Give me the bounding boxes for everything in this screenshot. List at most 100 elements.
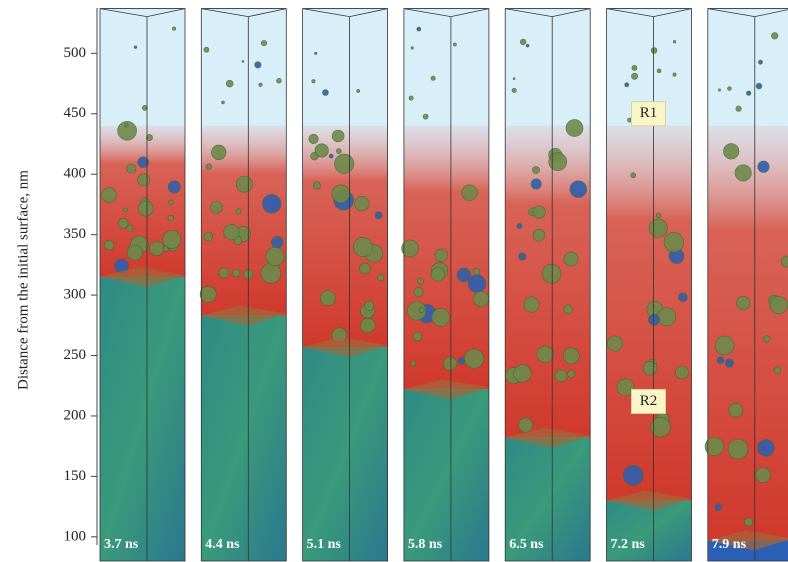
- droplet: [359, 263, 370, 274]
- ejecta-cloud: [708, 126, 788, 541]
- droplet: [570, 181, 587, 198]
- surface: [303, 347, 388, 561]
- droplet: [102, 188, 117, 203]
- droplet: [744, 518, 752, 526]
- droplet: [736, 106, 741, 111]
- droplet: [431, 267, 445, 281]
- droplet: [236, 209, 241, 214]
- surface: [201, 316, 286, 561]
- droplet: [462, 185, 478, 201]
- droplet: [322, 89, 328, 95]
- droplet: [277, 78, 282, 83]
- droplet: [443, 357, 456, 370]
- droplet: [531, 179, 541, 189]
- droplet: [673, 40, 676, 43]
- droplet: [200, 286, 216, 302]
- panel-time: 5.1 ns: [307, 537, 342, 552]
- droplet: [673, 73, 676, 76]
- droplet: [564, 305, 573, 314]
- y-tick-label: 250: [64, 347, 87, 363]
- y-tick-label: 500: [64, 45, 87, 61]
- droplet: [520, 39, 526, 45]
- y-tick-label: 350: [64, 226, 87, 242]
- droplet: [124, 208, 128, 212]
- droplet: [649, 314, 660, 325]
- droplet: [232, 269, 240, 277]
- droplet: [758, 161, 769, 172]
- droplet: [336, 149, 341, 154]
- page: Distance from the initial surface, nm 10…: [0, 0, 788, 562]
- droplet: [746, 91, 751, 96]
- droplet: [172, 27, 175, 30]
- droplet: [514, 365, 532, 383]
- droplet: [334, 154, 353, 173]
- droplet: [723, 144, 738, 159]
- droplet: [649, 219, 667, 237]
- droplet: [261, 263, 281, 283]
- droplet: [365, 301, 374, 310]
- droplet: [409, 96, 413, 100]
- droplet: [678, 293, 687, 302]
- droplet: [261, 40, 267, 46]
- droplet: [168, 215, 174, 221]
- droplet: [656, 213, 661, 218]
- droplet: [354, 196, 369, 211]
- axis-label: Distance from the initial surface, nm: [15, 170, 31, 390]
- panel-time: 7.9 ns: [712, 537, 747, 552]
- droplet: [206, 164, 212, 170]
- droplet: [255, 62, 261, 68]
- y-tick-label: 150: [64, 468, 87, 484]
- droplet: [533, 206, 546, 219]
- droplet: [204, 232, 213, 241]
- droplet: [764, 336, 771, 343]
- droplet: [124, 123, 128, 127]
- panel-time: 4.4 ns: [205, 537, 240, 552]
- droplet: [417, 278, 423, 284]
- droplet: [473, 291, 488, 306]
- droplet: [623, 465, 643, 485]
- droplet: [413, 332, 422, 341]
- droplet: [432, 308, 450, 326]
- droplet: [607, 336, 622, 351]
- droplet: [657, 69, 661, 73]
- droplet: [631, 173, 636, 178]
- droplet: [259, 83, 262, 86]
- droplet: [735, 165, 751, 181]
- droplet: [566, 120, 583, 137]
- droplet: [717, 357, 724, 364]
- droplet: [417, 27, 421, 31]
- droplet: [204, 47, 209, 52]
- droplet: [375, 212, 382, 219]
- droplet: [728, 439, 748, 459]
- droplet: [138, 201, 153, 216]
- droplet: [517, 223, 522, 228]
- droplet: [542, 264, 561, 283]
- droplet: [632, 65, 637, 70]
- droplet: [266, 247, 285, 266]
- droplet: [533, 229, 545, 241]
- droplet: [675, 366, 688, 379]
- droplet: [127, 225, 133, 231]
- droplet: [728, 87, 732, 91]
- droplet: [518, 418, 532, 432]
- droplet: [756, 468, 771, 483]
- droplet: [423, 114, 428, 119]
- droplet: [357, 89, 360, 92]
- droplet: [458, 357, 465, 364]
- y-tick-label: 300: [64, 287, 87, 303]
- droplet: [127, 245, 142, 260]
- annotation: R2: [640, 393, 658, 409]
- droplet: [468, 275, 486, 293]
- droplet: [312, 80, 315, 83]
- droplet: [555, 370, 567, 382]
- droplet: [219, 268, 229, 278]
- droplet: [568, 370, 575, 377]
- droplet: [513, 78, 515, 80]
- droplet: [134, 46, 137, 49]
- droplet: [315, 144, 328, 157]
- droplet: [411, 361, 416, 366]
- droplet: [360, 318, 375, 333]
- droplet: [431, 76, 435, 80]
- y-tick-label: 450: [64, 105, 87, 121]
- droplet: [118, 218, 128, 228]
